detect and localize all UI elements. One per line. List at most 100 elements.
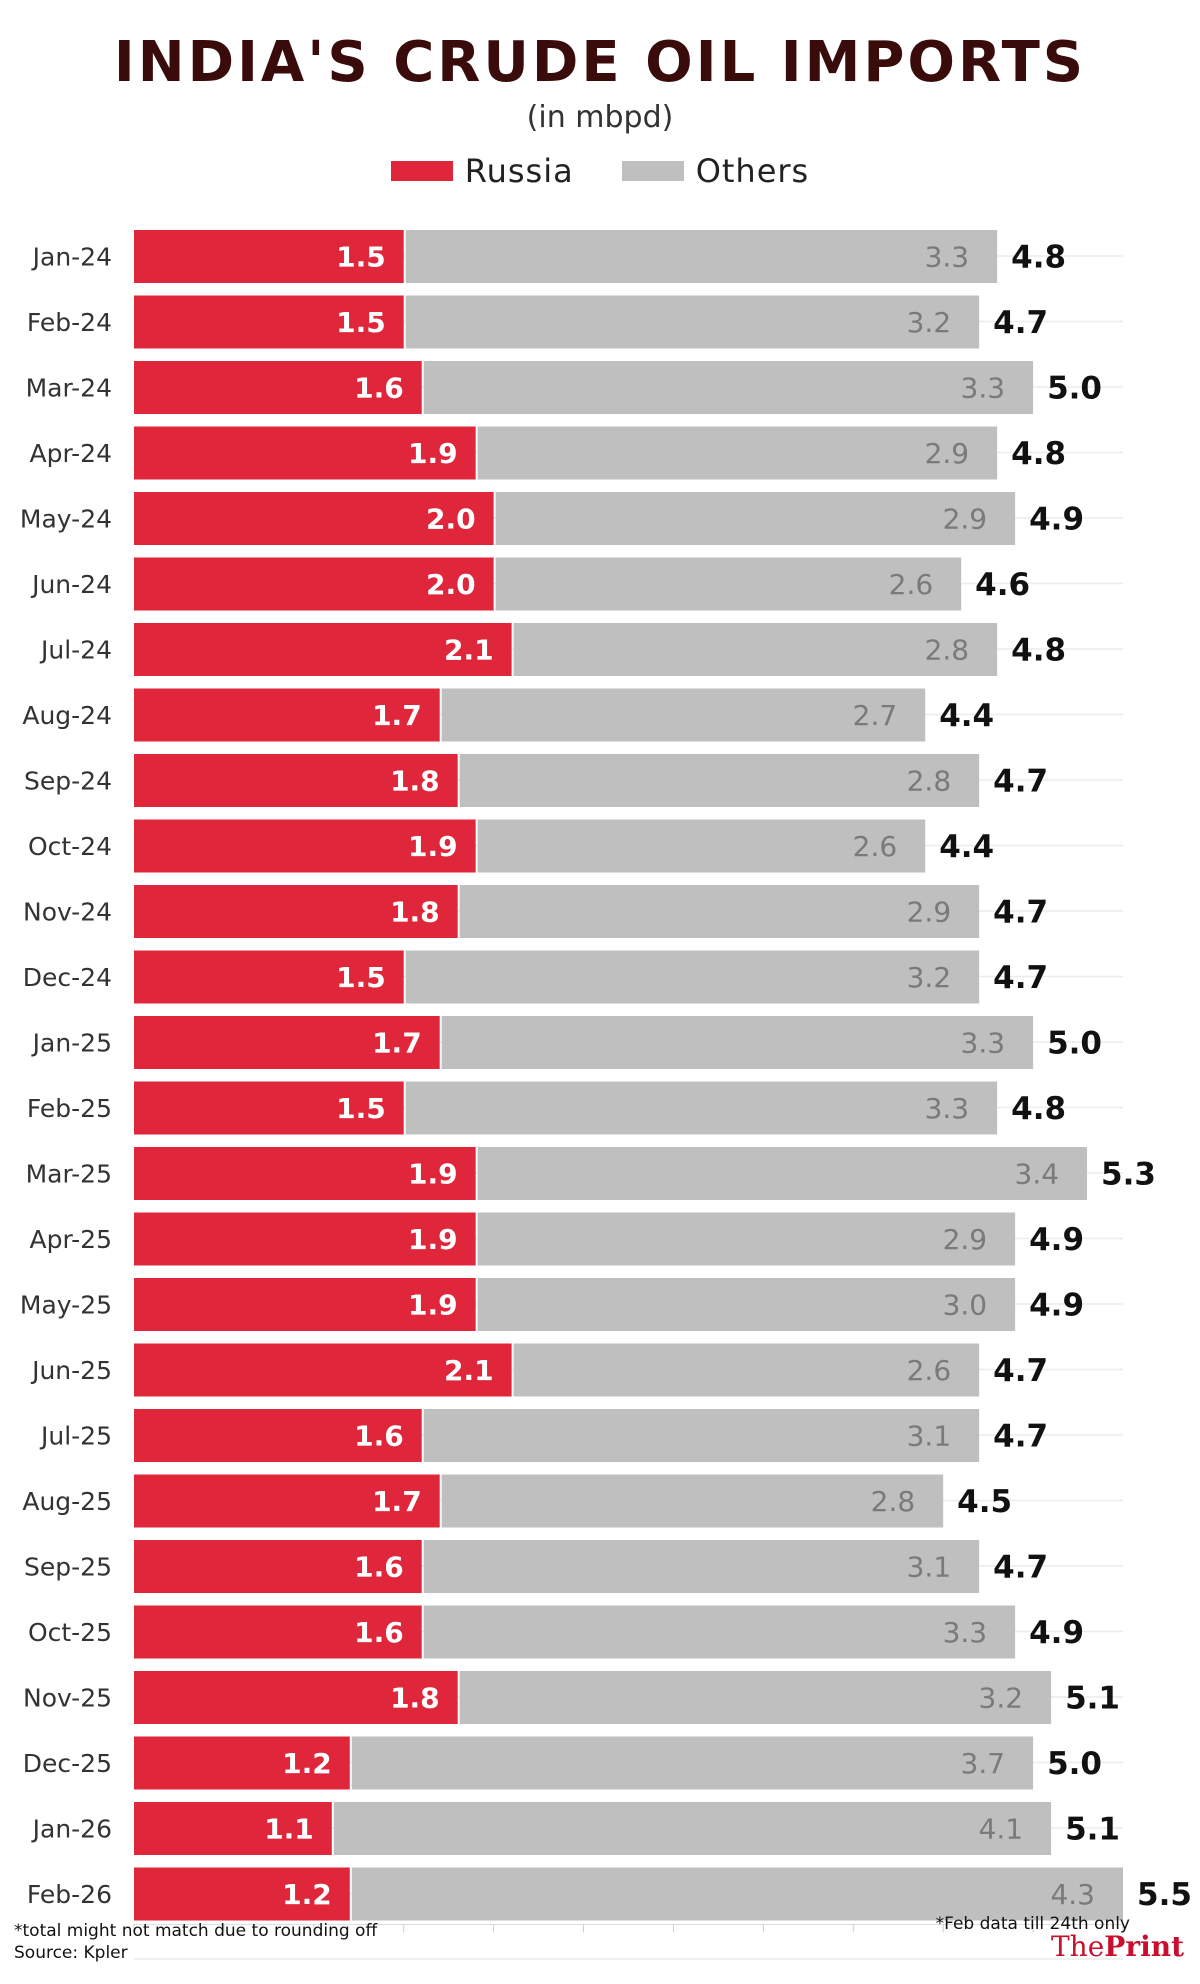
- data-label-others: 3.1: [907, 1420, 952, 1453]
- bar-others: [477, 426, 998, 480]
- category-label: May-24: [20, 505, 112, 534]
- bar-russia: [134, 819, 476, 873]
- bar-others: [477, 1212, 1016, 1266]
- legend-label-others: Others: [695, 152, 810, 190]
- data-label-others: 2.9: [943, 1223, 988, 1256]
- data-label-russia: 2.1: [444, 634, 494, 667]
- data-label-total: 5.5: [1137, 1877, 1192, 1913]
- data-label-others: 2.8: [925, 634, 970, 667]
- category-label: Feb-24: [27, 308, 112, 337]
- bar-others: [351, 1736, 1034, 1790]
- bar-others: [405, 295, 980, 349]
- data-label-total: 4.8: [1011, 1091, 1066, 1127]
- bar-russia: [134, 1212, 476, 1266]
- data-label-total: 4.7: [993, 960, 1048, 996]
- data-label-russia: 1.5: [336, 1092, 386, 1125]
- data-label-russia: 1.9: [408, 1289, 458, 1322]
- bar-others: [441, 1016, 1034, 1069]
- footnotes: *total might not match due to rounding o…: [14, 1920, 377, 1964]
- bar-russia: [134, 1802, 332, 1855]
- data-label-others: 3.2: [907, 961, 952, 994]
- data-label-russia: 1.6: [354, 1616, 404, 1649]
- category-label: Oct-24: [28, 832, 112, 861]
- bar-russia: [134, 426, 476, 480]
- bar-russia: [134, 1278, 476, 1331]
- data-label-total: 4.9: [1029, 1222, 1084, 1258]
- bar-russia: [134, 1474, 440, 1528]
- data-label-russia: 1.6: [354, 372, 404, 405]
- data-label-others: 3.2: [907, 306, 952, 339]
- bar-russia: [134, 688, 440, 742]
- data-label-russia: 2.0: [426, 568, 476, 601]
- data-label-total: 4.4: [939, 829, 994, 865]
- data-label-others: 2.8: [907, 765, 952, 798]
- data-label-others: 3.3: [925, 1092, 970, 1125]
- category-label: Apr-24: [30, 439, 112, 468]
- data-label-others: 4.3: [1050, 1878, 1095, 1911]
- legend-label-russia: Russia: [464, 152, 574, 190]
- category-label: May-25: [20, 1291, 112, 1320]
- data-label-russia: 1.8: [390, 896, 440, 929]
- bar-russia: [134, 1343, 512, 1397]
- data-label-russia: 2.1: [444, 1354, 494, 1387]
- bar-others: [441, 1474, 944, 1528]
- data-label-total: 5.3: [1101, 1157, 1156, 1193]
- data-label-russia: 1.8: [390, 765, 440, 798]
- footnote-rounding: *total might not match due to rounding o…: [14, 1921, 378, 1941]
- logo-the: The: [1050, 1930, 1105, 1963]
- data-label-total: 5.0: [1047, 1026, 1102, 1062]
- bar-russia: [134, 230, 404, 283]
- bar-others: [441, 688, 926, 742]
- data-label-total: 5.1: [1065, 1681, 1120, 1717]
- category-label: Jan-25: [31, 1029, 112, 1058]
- category-label: Aug-24: [22, 701, 112, 730]
- bar-others: [459, 1671, 1052, 1724]
- bar-russia: [134, 1605, 422, 1659]
- data-label-russia: 2.0: [426, 503, 476, 536]
- bar-russia: [134, 1671, 458, 1724]
- category-label: Jan-24: [31, 243, 112, 272]
- bar-russia: [134, 1409, 422, 1462]
- bar-others: [405, 1081, 998, 1135]
- data-label-total: 4.9: [1029, 1615, 1084, 1651]
- data-label-russia: 1.6: [354, 1551, 404, 1584]
- data-label-russia: 1.9: [408, 1223, 458, 1256]
- data-label-total: 4.7: [993, 764, 1048, 800]
- bar-russia: [134, 1147, 476, 1200]
- data-label-total: 5.0: [1047, 1746, 1102, 1782]
- data-label-others: 2.6: [853, 830, 898, 863]
- data-label-others: 3.3: [961, 372, 1006, 405]
- category-label: Aug-25: [22, 1487, 112, 1516]
- data-label-others: 2.9: [907, 896, 952, 929]
- data-label-total: 4.7: [993, 1419, 1048, 1455]
- bar-others: [423, 1605, 1016, 1659]
- data-label-others: 3.4: [1015, 1158, 1060, 1191]
- data-label-russia: 1.7: [372, 1027, 422, 1060]
- data-label-russia: 1.5: [336, 306, 386, 339]
- bar-others: [477, 1278, 1016, 1331]
- category-label: Jul-25: [39, 1422, 112, 1451]
- category-label: Dec-25: [23, 1749, 112, 1778]
- data-label-russia: 1.5: [336, 241, 386, 274]
- data-label-total: 4.8: [1011, 633, 1066, 669]
- bar-others: [423, 1409, 980, 1462]
- category-label: Jun-24: [30, 570, 112, 599]
- data-label-others: 2.7: [853, 699, 898, 732]
- theprint-logo: ThePrint: [1051, 1930, 1184, 1963]
- data-label-total: 4.4: [939, 698, 994, 734]
- data-label-others: 4.1: [979, 1813, 1024, 1846]
- data-label-russia: 1.9: [408, 830, 458, 863]
- bar-others: [495, 557, 962, 611]
- data-label-russia: 1.6: [354, 1420, 404, 1453]
- bar-others: [405, 230, 998, 283]
- bar-russia: [134, 361, 422, 414]
- footnote-source: Source: Kpler: [14, 1943, 128, 1963]
- bar-others: [405, 950, 980, 1004]
- data-label-total: 4.9: [1029, 1288, 1084, 1324]
- data-label-russia: 1.1: [264, 1813, 314, 1846]
- data-label-others: 3.3: [943, 1616, 988, 1649]
- data-label-russia: 1.9: [408, 437, 458, 470]
- chart-subtitle: (in mbpd): [526, 100, 674, 135]
- data-label-others: 3.3: [925, 241, 970, 274]
- bar-russia: [134, 1736, 350, 1790]
